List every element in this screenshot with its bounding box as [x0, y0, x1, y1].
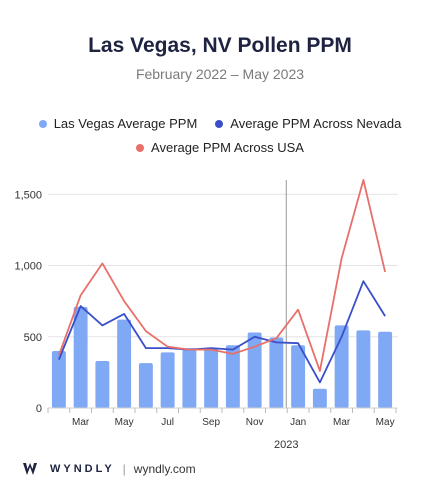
bar — [247, 332, 262, 408]
x-tick-label: Sep — [202, 417, 220, 428]
bar — [182, 348, 197, 408]
wyndly-logo-icon — [23, 463, 37, 475]
y-tick-label: 1,500 — [14, 189, 42, 201]
x-tick-label: Nov — [246, 417, 264, 428]
footer: WYNDLY | wyndly.com — [22, 462, 196, 476]
bar — [204, 348, 219, 408]
x-tick-label: Mar — [333, 417, 351, 428]
y-tick-label: 0 — [36, 403, 42, 415]
legend-swatch-las-vegas — [38, 119, 47, 128]
bar — [95, 360, 110, 408]
series-line — [58, 280, 386, 384]
x-tick-label: May — [115, 417, 134, 428]
bar — [160, 352, 175, 408]
legend-label-las-vegas: Las Vegas Average PPM — [53, 116, 198, 131]
x-tick-label: Jan — [290, 417, 306, 428]
year-label: 2023 — [274, 439, 298, 451]
x-tick-label: Mar — [72, 417, 90, 428]
legend-item-usa: Average PPM Across USA — [136, 140, 304, 155]
legend-item-las-vegas: Las Vegas Average PPM — [38, 116, 198, 131]
bar — [117, 319, 132, 408]
legend-label-usa: Average PPM Across USA — [151, 140, 304, 155]
legend-row-1: Las Vegas Average PPM Average PPM Across… — [0, 116, 440, 131]
bar — [291, 345, 306, 408]
bar — [73, 306, 88, 408]
bar — [378, 331, 393, 408]
legend-swatch-nevada — [215, 119, 224, 128]
x-tick-label: Jul — [161, 417, 174, 428]
y-tick-label: 1,000 — [14, 261, 42, 273]
bar — [138, 363, 153, 408]
bar — [312, 388, 327, 408]
legend-item-nevada: Average PPM Across Nevada — [215, 116, 401, 131]
footer-brand: WYNDLY — [50, 463, 115, 475]
series-line — [58, 179, 386, 372]
legend-label-nevada: Average PPM Across Nevada — [230, 116, 402, 131]
footer-site-link[interactable]: wyndly.com — [133, 462, 196, 476]
bar — [269, 337, 284, 408]
chart-subtitle: February 2022 – May 2023 — [135, 66, 305, 82]
footer-separator: | — [122, 462, 126, 476]
chart-title: Las Vegas, NV Pollen PPM — [88, 34, 352, 57]
y-tick-label: 500 — [24, 332, 42, 344]
bar — [356, 330, 371, 408]
legend-row-2: Average PPM Across USA — [0, 140, 440, 155]
legend-swatch-usa — [136, 143, 145, 152]
x-tick-label: May — [376, 417, 395, 428]
bar — [225, 345, 240, 408]
bar — [51, 351, 66, 408]
